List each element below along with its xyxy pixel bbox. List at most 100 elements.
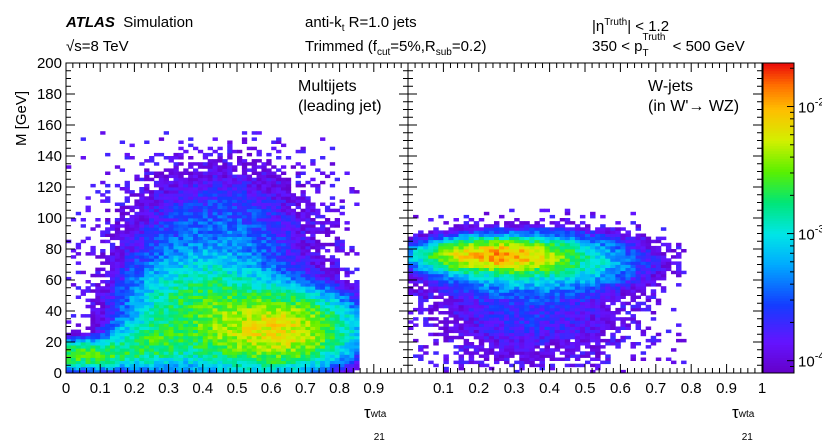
heat-cell [276,332,282,337]
heat-cell [514,236,520,241]
heat-cell [590,283,596,287]
heat-cell [544,286,550,290]
heat-cell [202,249,209,253]
heat-cell [453,249,459,253]
heat-cell [232,329,238,334]
heat-cell [227,264,233,268]
heat-cell [251,137,257,141]
heat-cell [468,286,475,290]
heat-cell [600,301,606,306]
heat-cell [227,162,233,166]
heat-cell [473,258,480,262]
heat-cell [109,270,116,275]
heat-cell [266,230,272,234]
heat-cell [285,202,292,206]
heat-cell [119,252,126,256]
heat-cell [222,348,228,352]
heat-cell [207,159,213,163]
heat-cell [237,159,243,163]
heat-cell [590,245,596,250]
heat-cell [539,267,545,272]
heat-cell [100,261,106,265]
heat-cell [149,332,155,337]
heat-cell [478,323,485,327]
heat-cell [139,211,145,216]
heat-cell [193,301,199,306]
heat-cell [468,351,475,355]
heat-cell [300,214,306,219]
heat-cell [119,270,126,275]
heat-cell [329,289,336,293]
heat-cell [529,233,535,237]
heat-cell [153,171,160,175]
heat-cell [241,351,248,355]
heat-cell [438,292,444,296]
heat-cell [488,366,495,371]
heat-cell [295,245,301,250]
heat-cell [453,304,459,309]
heat-cell [423,233,429,237]
heat-cell [418,354,424,358]
heat-cell [559,255,566,259]
heat-cell [153,261,160,265]
heat-cell [266,264,272,268]
heat-cell [237,348,243,352]
heat-cell [75,242,82,247]
heat-cell [173,338,179,343]
heat-cell [251,360,257,365]
heat-cell [227,332,233,337]
heat-cell [173,351,179,355]
heat-cell [95,267,101,272]
heat-cell [232,261,238,265]
heat-cell [271,295,277,299]
heat-cell [237,289,243,293]
heat-cell [119,335,126,340]
heat-cell [448,230,454,234]
heat-cell [251,323,257,327]
heat-cell [488,329,495,334]
heat-cell [534,326,540,330]
heat-cell [329,323,336,327]
heat-cell [310,314,316,318]
heat-cell [290,227,297,231]
heat-cell [217,214,223,219]
heat-cell [109,261,116,265]
heat-cell [529,351,535,355]
heat-cell [163,214,169,219]
heat-cell [519,304,525,309]
heat-cell [144,311,150,315]
heat-cell [241,252,248,256]
heat-cell [251,289,257,293]
heat-cell [144,307,150,312]
heat-cell [305,338,311,343]
heat-cell [418,239,424,244]
heat-cell [149,211,155,216]
heat-cell [70,335,77,340]
heat-cell [285,245,292,250]
heat-cell [276,304,282,309]
heat-cell [90,335,96,340]
heat-cell [217,360,223,365]
heat-cell [271,190,277,194]
heat-cell [448,311,454,315]
heat-cell [534,242,540,247]
heat-cell [114,369,121,374]
heat-cell [463,261,470,265]
heat-cell [488,267,495,272]
heat-cell [222,363,228,368]
heat-cell [139,314,145,318]
heat-cell [574,283,581,287]
heat-cell [349,314,355,318]
heat-cell [438,286,444,290]
heat-cell [237,354,243,358]
heat-cell [222,180,228,185]
heat-cell [509,348,515,352]
heat-cell [256,211,262,216]
heat-cell [285,307,292,312]
heat-cell [549,363,556,368]
heat-cell [222,314,228,318]
heat-cell [310,286,316,290]
heat-cell [549,242,556,247]
heat-cell [119,140,126,144]
heat-cell [114,270,121,275]
